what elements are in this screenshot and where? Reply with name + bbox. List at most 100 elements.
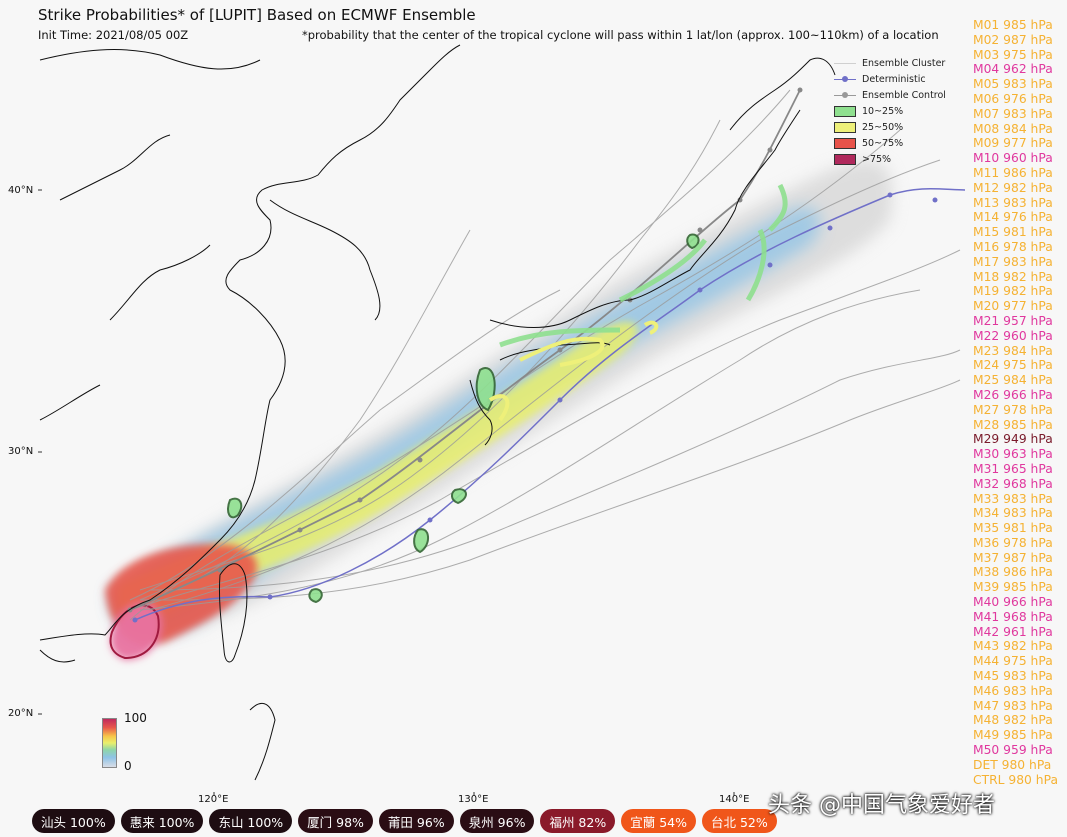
lon-label-130: 130°E: [458, 794, 489, 805]
member-entry: M25 984 hPa: [973, 373, 1053, 388]
member-entry: M36 978 hPa: [973, 535, 1053, 550]
city-badge: 台北 52%: [701, 809, 777, 833]
member-entry: M11 986 hPa: [973, 165, 1053, 180]
member-entry: M32 968 hPa: [973, 476, 1053, 491]
legend-bin-10-25: 10~25%: [834, 103, 964, 119]
ensemble-control-swatch: [834, 91, 856, 98]
ensemble-cluster-swatch: [834, 62, 856, 64]
bin-swatch: [834, 153, 856, 165]
legend-bin-25-50: 25~50%: [834, 119, 964, 135]
probability-footnote: *probability that the center of the trop…: [302, 28, 939, 42]
probability-colorbar: [102, 718, 117, 768]
city-badge: 福州 82%: [540, 809, 616, 833]
member-entry: M40 966 hPa: [973, 595, 1053, 610]
member-entry: M27 978 hPa: [973, 402, 1053, 417]
member-entry: CTRL 980 hPa: [973, 772, 1058, 787]
member-entry: M38 986 hPa: [973, 565, 1053, 580]
member-entry: M24 975 hPa: [973, 358, 1053, 373]
colorbar-min-label: 0: [124, 759, 132, 773]
member-pressure-list: M01 985 hPa M02 987 hPa M03 975 hPa M04 962…: [973, 18, 1067, 787]
member-entry: M05 983 hPa: [973, 77, 1053, 92]
legend-label: >75%: [862, 153, 892, 165]
city-badge: 厦门 98%: [298, 809, 373, 833]
member-entry: M21 957 hPa: [973, 313, 1053, 328]
member-entry: M37 987 hPa: [973, 550, 1053, 565]
member-entry: M29 949 hPa: [973, 432, 1053, 447]
bin-swatch: [834, 105, 856, 117]
prob-contours-10-25: [227, 233, 700, 604]
legend-label: 10~25%: [862, 105, 904, 117]
lon-label-140: 140°E: [719, 794, 750, 805]
member-entry: M28 985 hPa: [973, 417, 1053, 432]
city-badge: 泉州 96%: [459, 809, 535, 833]
member-entry: M03 975 hPa: [973, 47, 1053, 62]
lat-label-30: 30°N: [8, 446, 34, 457]
legend-label: 25~50%: [862, 121, 904, 133]
member-entry: M26 966 hPa: [973, 387, 1053, 402]
member-entry: M02 987 hPa: [973, 32, 1053, 47]
member-entry: M01 985 hPa: [973, 18, 1053, 32]
map-frame-ticks: [38, 189, 735, 796]
member-entry: M46 983 hPa: [973, 683, 1053, 698]
city-badge: 莆田 96%: [378, 809, 454, 833]
member-entry: M48 982 hPa: [973, 713, 1053, 728]
member-entry: M12 982 hPa: [973, 180, 1053, 195]
legend-bin-50-75: 50~75%: [834, 135, 964, 151]
init-time: Init Time: 2021/08/05 00Z: [38, 28, 189, 42]
member-entry: M14 976 hPa: [973, 210, 1053, 225]
prob-contours-green-lines: [499, 183, 788, 348]
city-badge: 汕头 100%: [32, 809, 115, 833]
member-entry: M09 977 hPa: [973, 136, 1053, 151]
member-entry: M04 962 hPa: [973, 62, 1053, 77]
member-entry: M41 968 hPa: [973, 609, 1053, 624]
member-entry: M30 963 hPa: [973, 447, 1053, 462]
member-entry: M35 981 hPa: [973, 521, 1053, 536]
member-entry: M18 982 hPa: [973, 269, 1053, 284]
member-entry: M49 985 hPa: [973, 728, 1053, 743]
bin-swatch: [834, 121, 856, 133]
coastlines: [39, 44, 836, 781]
member-entry: M43 982 hPa: [973, 639, 1053, 654]
legend-label: Ensemble Control: [862, 89, 946, 101]
deterministic-swatch: [834, 75, 856, 82]
member-entry: M17 983 hPa: [973, 254, 1053, 269]
member-entry: M45 983 hPa: [973, 669, 1053, 684]
legend-label: Ensemble Cluster: [862, 57, 946, 69]
member-entry: M42 961 hPa: [973, 624, 1053, 639]
bin-swatch: [834, 137, 856, 149]
member-entry: M47 983 hPa: [973, 698, 1053, 713]
member-entry: M33 983 hPa: [973, 491, 1053, 506]
prob-contours-25-50: [488, 320, 659, 422]
member-entry: M22 960 hPa: [973, 328, 1053, 343]
member-entry: M23 984 hPa: [973, 343, 1053, 358]
member-entry: M08 984 hPa: [973, 121, 1053, 136]
legend-label: 50~75%: [862, 137, 904, 149]
lon-label-120: 120°E: [198, 794, 229, 805]
legend-deterministic: Deterministic: [834, 71, 964, 87]
city-badge: 惠来 100%: [120, 809, 204, 833]
member-entry: M20 977 hPa: [973, 299, 1053, 314]
city-probability-badges: 汕头 100% 惠来 100% 东山 100% 厦门 98% 莆田 96% 泉州 96% 福…: [32, 809, 777, 833]
watermark: 头条 @中国气象爱好者: [768, 793, 995, 818]
legend-bin-75: >75%: [834, 151, 964, 167]
deterministic-track: [132, 188, 966, 623]
member-entry: M15 981 hPa: [973, 225, 1053, 240]
city-badge: 宜蘭 54%: [621, 809, 696, 833]
lat-label-20: 20°N: [8, 708, 34, 719]
legend-label: Deterministic: [862, 73, 926, 85]
city-badge: 东山 100%: [209, 809, 293, 833]
member-entry: M10 960 hPa: [973, 151, 1053, 166]
member-entry: M39 985 hPa: [973, 580, 1053, 595]
lat-label-40: 40°N: [8, 185, 34, 196]
ensemble-tracks: [129, 89, 961, 621]
member-entry: M34 983 hPa: [973, 506, 1053, 521]
legend-ensemble-cluster: Ensemble Cluster: [834, 55, 964, 71]
member-entry: M16 978 hPa: [973, 239, 1053, 254]
colorbar-max-label: 100: [124, 711, 147, 725]
chart-title: Strike Probabilities* of [LUPIT] Based o…: [38, 6, 476, 24]
member-entry: M07 983 hPa: [973, 106, 1053, 121]
legend-ensemble-control: Ensemble Control: [834, 87, 964, 103]
map-legend: Ensemble Cluster Deterministic Ensemble …: [834, 55, 964, 167]
member-entry: M13 983 hPa: [973, 195, 1053, 210]
